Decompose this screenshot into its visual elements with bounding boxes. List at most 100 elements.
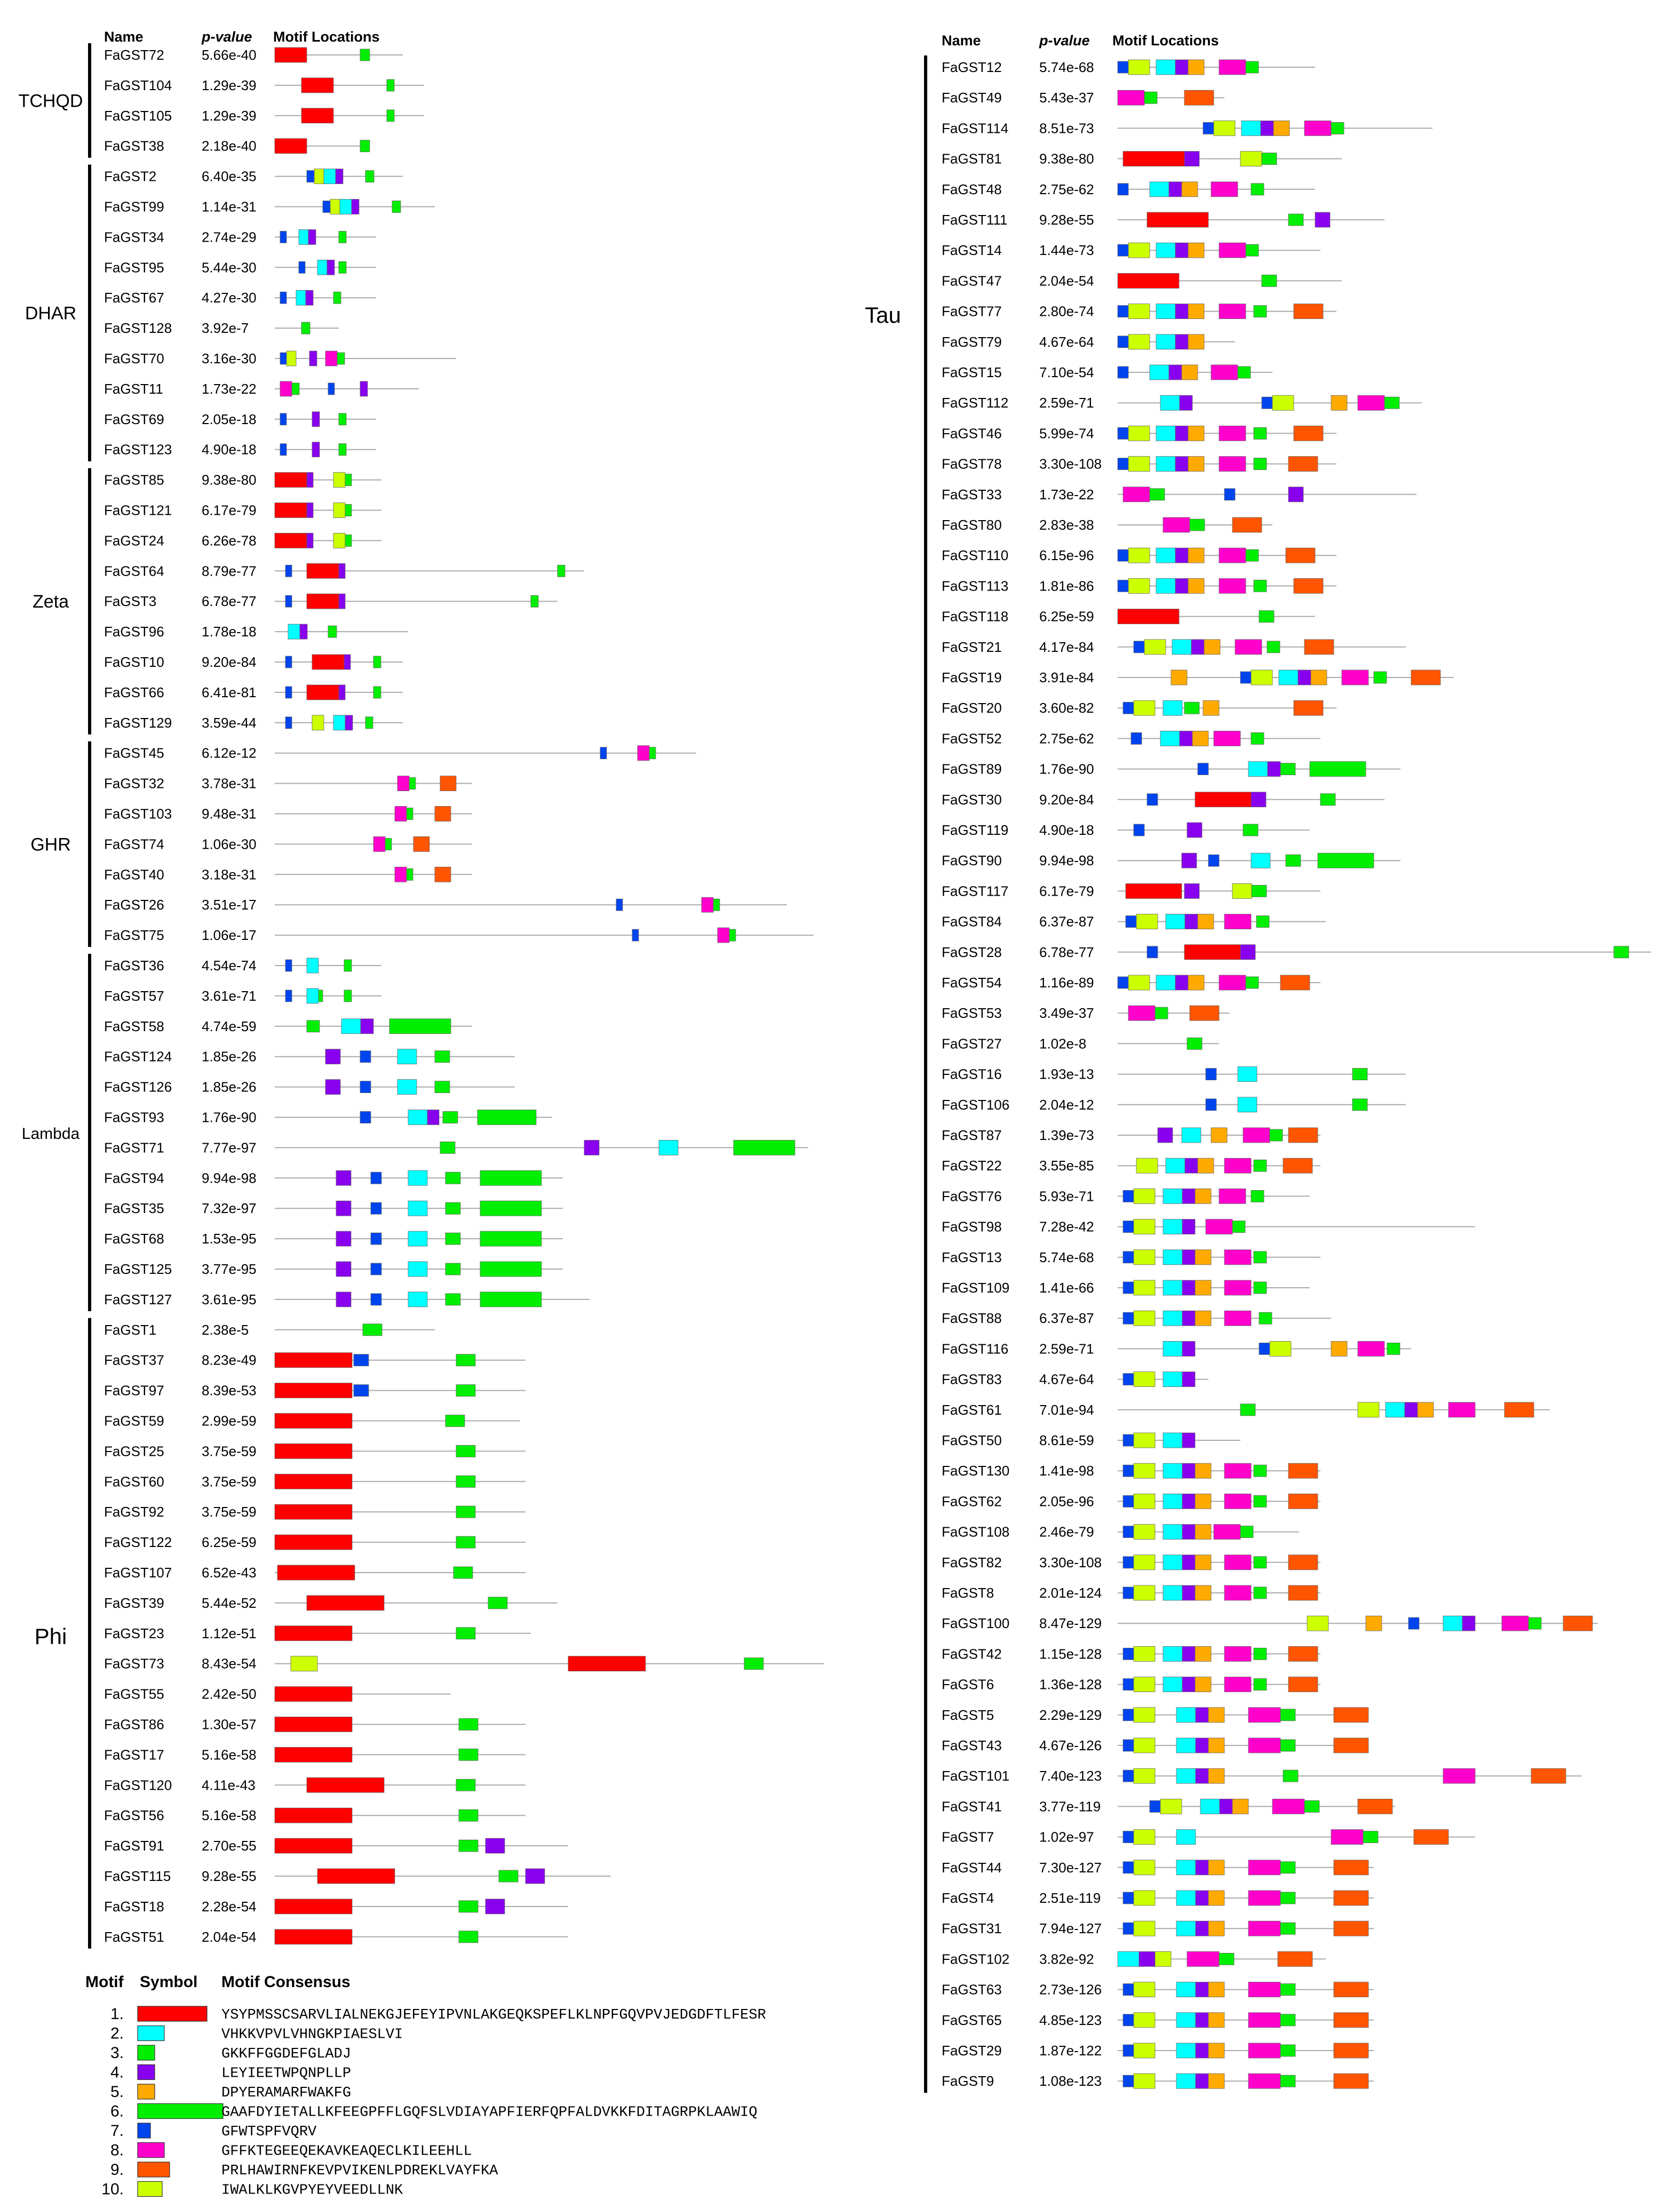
gene-pvalue: 5.93e-71	[1039, 1188, 1094, 1204]
motif-4-box	[1182, 1310, 1196, 1326]
gene-row: FaGST104 1.29e-39	[104, 77, 424, 93]
motif-3-box	[445, 1171, 461, 1184]
motif-4-box	[305, 290, 314, 306]
motif-9-box	[1333, 2073, 1369, 2089]
gene-row: FaGST127 3.61e-95	[104, 1291, 590, 1307]
motif-2-box	[339, 199, 352, 214]
motif-3-box	[345, 474, 352, 486]
legend-consensus: VHKKVPVLVHNGKPIAESLVI	[221, 2027, 403, 2043]
motif-10-box	[1251, 669, 1273, 685]
gene-row: FaGST74 1.06e-30	[104, 836, 472, 852]
gene-name: FaGST97	[104, 1383, 164, 1399]
legend-symbol	[137, 2142, 165, 2158]
motif-2-box	[1163, 1280, 1183, 1296]
motif-1-box	[306, 1595, 385, 1611]
motif-7-box	[1261, 396, 1273, 409]
motif-2-box	[1156, 578, 1176, 594]
motif-5-box	[1195, 1646, 1212, 1662]
motif-2-box	[1165, 914, 1185, 929]
motif-5-box	[1195, 1554, 1212, 1570]
legend-header-consensus: Motif Consensus	[221, 1973, 351, 1991]
motif-4-box	[1175, 334, 1189, 350]
motif-5-box	[1195, 1280, 1212, 1296]
gene-pvalue: 5.44e-52	[202, 1595, 257, 1611]
motif-3-box	[1187, 1038, 1203, 1050]
motif-2-box	[288, 624, 300, 640]
motif-3-box	[458, 1809, 479, 1822]
gene-row: FaGST96 1.78e-18	[104, 624, 408, 640]
gene-row: FaGST78 3.30e-108	[942, 456, 1336, 472]
gene-name: FaGST63	[942, 1982, 1002, 1998]
motif-9-box	[1189, 1005, 1220, 1021]
motif-3-box	[1320, 793, 1336, 806]
gene-name: FaGST32	[104, 776, 164, 792]
gene-name: FaGST126	[104, 1079, 172, 1095]
gene-pvalue: 7.01e-94	[1039, 1402, 1094, 1418]
motif-7-box	[1122, 1434, 1134, 1447]
gene-name: FaGST4	[942, 1890, 994, 1906]
gene-name: FaGST2	[104, 169, 156, 185]
right-column-headers: Name p-value Motif Locations	[942, 33, 1219, 49]
motif-4-box	[336, 1170, 352, 1186]
gene-name: FaGST18	[104, 1899, 164, 1915]
legend-number: 7.	[110, 2122, 124, 2140]
motif-8-box	[717, 927, 730, 943]
gene-row: FaGST42 1.15e-128	[942, 1646, 1320, 1662]
motif-1-box	[1125, 883, 1182, 899]
motif-10-box	[1128, 975, 1150, 991]
gene-pvalue: 5.43e-37	[1039, 90, 1094, 106]
motif-3-box	[456, 1475, 476, 1488]
gene-pvalue: 3.75e-59	[202, 1473, 257, 1489]
motif-5-box	[1188, 456, 1205, 472]
gene-name: FaGST56	[104, 1807, 164, 1823]
motif-8-box	[1128, 1005, 1156, 1021]
motif-7-box	[1122, 1586, 1134, 1599]
motif-4-box	[299, 624, 308, 640]
motif-5-box	[1188, 547, 1205, 563]
gene-name: FaGST129	[104, 715, 172, 731]
gene-name: FaGST75	[104, 927, 164, 943]
gene-row: FaGST94 9.94e-98	[104, 1170, 563, 1186]
motif-3-box	[458, 1839, 479, 1852]
motif-10-box	[290, 1656, 318, 1672]
legend-symbol	[137, 2045, 155, 2061]
gene-name: FaGST127	[104, 1291, 172, 1307]
motif-6-box	[1309, 761, 1366, 777]
motif-8-box	[1331, 1829, 1364, 1845]
motif-8-box	[1243, 1127, 1270, 1143]
motif-8-box	[1248, 1860, 1281, 1876]
gene-name: FaGST125	[104, 1261, 172, 1277]
motif-7-box	[1117, 61, 1129, 74]
motif-2-box	[1200, 1798, 1220, 1814]
gene-name: FaGST25	[104, 1443, 164, 1459]
motif-10-box	[1133, 1310, 1156, 1326]
motif-7-box	[1117, 976, 1129, 989]
motif-5-box	[1195, 1524, 1212, 1540]
motif-10-box	[1133, 1493, 1156, 1509]
motif-8-box	[637, 745, 650, 761]
gene-pvalue: 7.10e-54	[1039, 364, 1094, 380]
gene-row: FaGST126 1.85e-26	[104, 1079, 515, 1095]
gene-pvalue: 4.90e-18	[1039, 822, 1094, 838]
motif-10-box	[1133, 1646, 1156, 1662]
motif-3-box	[1253, 580, 1267, 592]
motif-7-box	[1122, 1526, 1134, 1538]
motif-3-box	[386, 79, 395, 92]
motif-10-box	[1128, 426, 1150, 441]
gene-pvalue: 3.60e-82	[1039, 700, 1094, 716]
motif-3-box	[453, 1566, 473, 1579]
gene-pvalue: 6.25e-59	[202, 1534, 257, 1550]
motif-3-box	[1261, 275, 1277, 287]
gene-name: FaGST50	[942, 1432, 1002, 1448]
gene-name: FaGST17	[104, 1747, 164, 1763]
motif-7-box	[285, 564, 292, 577]
motif-3-box	[365, 716, 373, 729]
gene-row: FaGST51 2.04e-54	[104, 1929, 568, 1945]
gene-pvalue: 5.16e-58	[202, 1747, 257, 1763]
motif-8-box	[1248, 1890, 1281, 1906]
gene-name: FaGST111	[942, 212, 1007, 228]
motif-4-box	[1182, 1280, 1196, 1296]
motif-2-box	[341, 1018, 361, 1034]
gene-row: FaGST108 2.46e-79	[942, 1524, 1299, 1540]
